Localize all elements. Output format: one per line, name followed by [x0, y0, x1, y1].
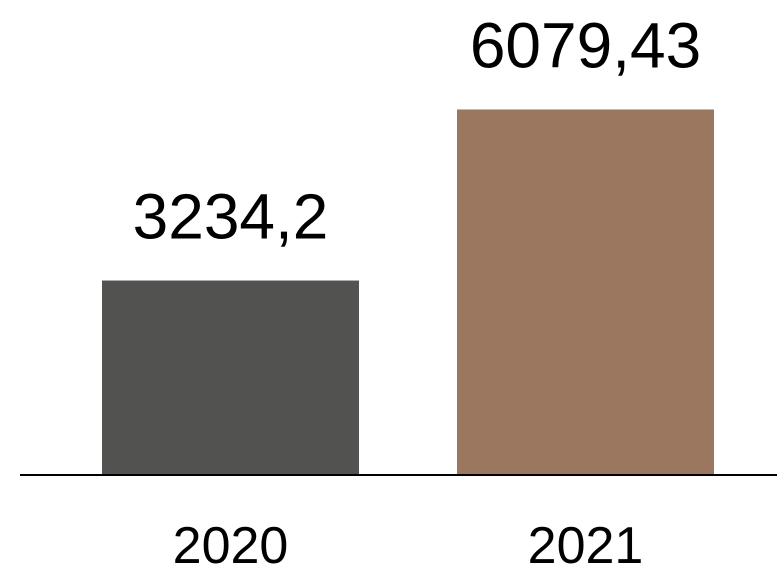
x-tick-label-2020: 2020 [173, 517, 289, 565]
x-tick-labels-group: 2020 2021 [173, 517, 644, 565]
value-label-2020: 3234,2 [133, 181, 329, 253]
x-tick-label-2021: 2021 [528, 517, 644, 565]
bar-2021 [457, 109, 714, 475]
bar-2020 [102, 280, 359, 475]
value-label-2021: 6079,43 [470, 9, 701, 81]
value-labels-group: 3234,2 6079,43 [133, 9, 702, 252]
bars-group [102, 109, 714, 475]
